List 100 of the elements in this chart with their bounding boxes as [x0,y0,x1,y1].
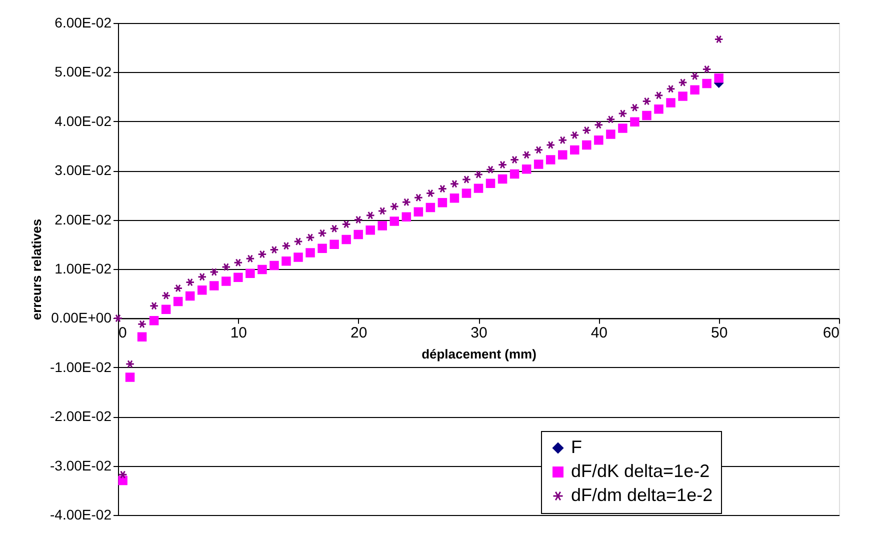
x-tick-label: 10 [230,324,248,342]
point [546,155,556,164]
point [390,216,400,226]
point [306,248,315,258]
point [426,189,436,198]
point [654,91,664,100]
x-tick-label: 0 [118,324,127,342]
point [510,169,520,179]
x-tick-label: 30 [470,324,488,342]
point [342,234,351,244]
point [318,228,327,238]
point [342,220,351,228]
point [282,242,291,250]
point [618,109,628,118]
point [534,160,544,169]
y-tick-label: -2.00E-02 [50,408,112,424]
point [125,372,135,382]
point [306,233,315,242]
point [678,78,688,87]
point [234,258,243,267]
point [161,304,171,314]
point [582,140,592,150]
point [234,272,243,282]
y-tick-label: -4.00E-02 [50,506,112,522]
point [546,140,556,150]
point [137,320,147,328]
point [642,97,652,106]
point [173,296,183,306]
point [118,476,128,486]
point [118,470,128,479]
point [702,78,712,88]
point [498,174,508,184]
point [414,194,424,202]
point [630,117,640,127]
point [486,178,496,188]
point [222,276,231,286]
legend-label: dF/dK delta=1e-2 [571,461,710,481]
point [534,146,544,154]
point [450,194,460,203]
point [246,268,255,278]
point [378,221,387,230]
point [125,360,135,368]
point [330,224,339,233]
point [606,130,616,139]
y-tick-label: -1.00E-02 [50,358,112,375]
point [402,212,412,222]
y-tick-label: 6.00E-02 [54,14,112,30]
x-axis-title: déplacement (mm) [422,346,536,362]
point [558,150,568,160]
point [366,211,375,220]
legend-label: F [571,437,582,457]
point [282,256,291,266]
point [149,316,159,326]
point [246,254,255,263]
point [498,160,508,169]
point [570,145,580,155]
y-axis-title: erreurs relatives [29,218,44,320]
x-tick-label: 50 [710,324,728,342]
x-tick-label: 60 [822,324,840,342]
point [450,180,460,188]
point [173,284,183,292]
point [690,72,700,80]
point [630,104,640,112]
point [161,291,171,300]
point [678,92,688,101]
point [606,115,616,124]
point [438,184,448,193]
point [666,98,676,108]
point [197,272,207,281]
legend-label: dF/dm delta=1e-2 [571,485,713,505]
point [366,226,375,235]
x-tick-label: 40 [590,324,608,342]
point [402,198,412,206]
point [390,202,400,211]
point [185,278,195,286]
point [570,131,580,140]
point [690,85,700,95]
point [270,260,279,270]
point [510,156,520,164]
point [330,240,339,250]
point [582,126,592,134]
point [222,262,231,272]
point [642,110,652,120]
point [294,252,303,262]
point [354,230,363,240]
point [666,84,676,94]
point [618,124,628,133]
point [522,150,532,159]
y-tick-label: 4.00E-02 [54,112,112,129]
point [462,188,472,198]
point [185,291,195,301]
point [294,237,303,246]
point [594,135,604,145]
point [594,120,604,129]
point [414,207,424,217]
point [522,164,532,174]
y-tick-label: 2.00E-02 [54,211,112,228]
point [149,302,159,310]
point [210,281,219,290]
x-tick-label: 20 [350,324,368,342]
